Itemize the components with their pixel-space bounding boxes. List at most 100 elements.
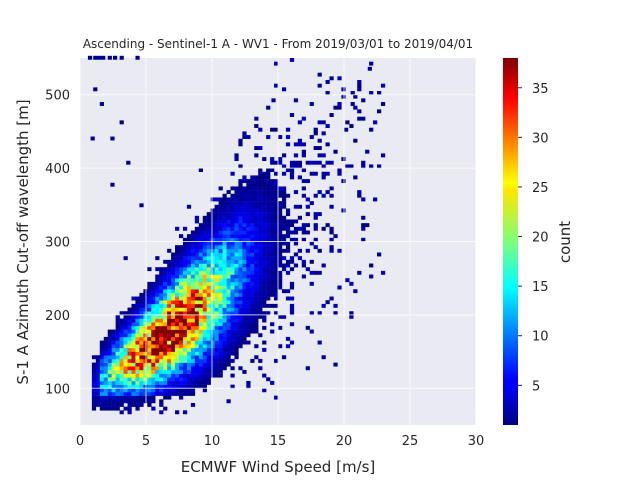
heatmap-cell bbox=[198, 373, 204, 378]
heatmap-cell bbox=[198, 377, 204, 382]
heatmap-cell bbox=[159, 322, 164, 327]
heatmap-cell bbox=[234, 333, 239, 338]
heatmap-cell bbox=[186, 248, 192, 253]
heatmap-cell bbox=[246, 303, 251, 308]
heatmap-cell bbox=[278, 263, 283, 268]
heatmap-cell bbox=[274, 237, 279, 242]
heatmap-cell bbox=[250, 329, 255, 334]
heatmap-cell bbox=[380, 102, 386, 106]
heatmap-cell bbox=[321, 303, 326, 308]
heatmap-cell bbox=[218, 369, 223, 374]
heatmap-cell bbox=[242, 278, 247, 283]
heatmap-cell bbox=[111, 395, 116, 400]
heatmap-cell bbox=[186, 366, 192, 371]
heatmap-cell bbox=[151, 351, 156, 356]
heatmap-cell bbox=[194, 311, 200, 316]
heatmap-cell bbox=[266, 252, 271, 257]
heatmap-cell bbox=[171, 336, 176, 341]
heatmap-cell bbox=[270, 241, 275, 246]
heatmap-cell bbox=[202, 329, 207, 334]
heatmap-cell bbox=[250, 307, 255, 312]
heatmap-cell bbox=[190, 347, 196, 352]
heatmap-cell bbox=[222, 201, 227, 206]
heatmap-cell bbox=[222, 208, 227, 213]
heatmap-cell bbox=[365, 223, 370, 228]
heatmap-cell bbox=[210, 252, 215, 257]
heatmap-cell bbox=[274, 274, 279, 279]
heatmap-cell bbox=[194, 336, 200, 341]
heatmap-cell bbox=[103, 377, 108, 382]
heatmap-cell bbox=[206, 311, 211, 316]
heatmap-cell bbox=[270, 212, 275, 217]
heatmap-cell bbox=[337, 105, 342, 110]
heatmap-cell bbox=[218, 252, 223, 257]
heatmap-cell bbox=[167, 366, 172, 371]
heatmap-cell bbox=[182, 296, 188, 301]
heatmap-cell bbox=[179, 355, 184, 360]
heatmap-cell bbox=[190, 303, 196, 308]
heatmap-cell bbox=[270, 267, 275, 272]
heatmap-cell bbox=[285, 226, 291, 231]
heatmap-cell bbox=[293, 252, 299, 257]
heatmap-cell bbox=[305, 248, 310, 253]
x-axis-ticks: 0 5 10 15 20 25 30 bbox=[76, 434, 484, 449]
heatmap-cell bbox=[230, 347, 235, 352]
heatmap-cell bbox=[301, 193, 306, 198]
heatmap-cell bbox=[175, 285, 180, 290]
heatmap-cell bbox=[198, 237, 204, 242]
heatmap-cell bbox=[301, 259, 306, 264]
heatmap-cell bbox=[271, 98, 276, 103]
heatmap-cell bbox=[131, 311, 136, 316]
heatmap-cell bbox=[179, 256, 184, 261]
heatmap-cell bbox=[218, 329, 223, 334]
heatmap-cell bbox=[159, 289, 164, 294]
heatmap-cell bbox=[119, 336, 124, 341]
heatmap-cell bbox=[123, 329, 128, 334]
heatmap-cell bbox=[309, 329, 314, 334]
heatmap-cell bbox=[198, 336, 204, 341]
heatmap-cell bbox=[258, 175, 263, 180]
heatmap-cell bbox=[274, 358, 279, 363]
heatmap-cell bbox=[214, 237, 219, 242]
heatmap-cell bbox=[159, 388, 164, 393]
heatmap-cell bbox=[163, 366, 168, 371]
heatmap-cell bbox=[179, 318, 184, 323]
heatmap-cell bbox=[139, 402, 144, 407]
heatmap-cell bbox=[186, 362, 192, 367]
heatmap-cell bbox=[258, 296, 263, 301]
colorbar-tick-label: 10 bbox=[532, 330, 549, 345]
heatmap-cell bbox=[135, 296, 140, 301]
heatmap-cell bbox=[250, 226, 255, 231]
heatmap-cell bbox=[341, 179, 346, 184]
heatmap-cell bbox=[238, 296, 243, 301]
heatmap-cell bbox=[167, 362, 172, 367]
heatmap-cell bbox=[127, 347, 132, 352]
heatmap-cell bbox=[151, 311, 156, 316]
heatmap-cell bbox=[151, 336, 156, 341]
heatmap-cell bbox=[206, 369, 211, 374]
heatmap-cell bbox=[214, 245, 219, 250]
heatmap-cell bbox=[285, 219, 291, 224]
heatmap-cell bbox=[182, 366, 188, 371]
heatmap-cell bbox=[175, 289, 180, 294]
heatmap-cell bbox=[281, 314, 287, 319]
heatmap-cell bbox=[210, 208, 215, 213]
heatmap-cell bbox=[274, 289, 279, 294]
heatmap-cell bbox=[242, 219, 247, 224]
y-axis-label: S-1 A Azimuth Cut-off wavelength [m] bbox=[14, 99, 32, 384]
heatmap-cell bbox=[214, 285, 219, 290]
heatmap-cell bbox=[159, 355, 164, 360]
heatmap-cell bbox=[119, 384, 124, 389]
heatmap-cell bbox=[190, 248, 196, 253]
heatmap-cell bbox=[198, 311, 204, 316]
heatmap-cell bbox=[238, 336, 243, 341]
heatmap-cell bbox=[151, 380, 156, 385]
heatmap-cell bbox=[119, 55, 124, 60]
heatmap-cell bbox=[159, 274, 164, 279]
heatmap-cell bbox=[333, 105, 338, 110]
heatmap-cell bbox=[234, 153, 239, 158]
heatmap-cell bbox=[186, 289, 192, 294]
heatmap-cell bbox=[147, 384, 152, 389]
heatmap-cell bbox=[254, 322, 259, 327]
heatmap-cell bbox=[258, 245, 263, 250]
